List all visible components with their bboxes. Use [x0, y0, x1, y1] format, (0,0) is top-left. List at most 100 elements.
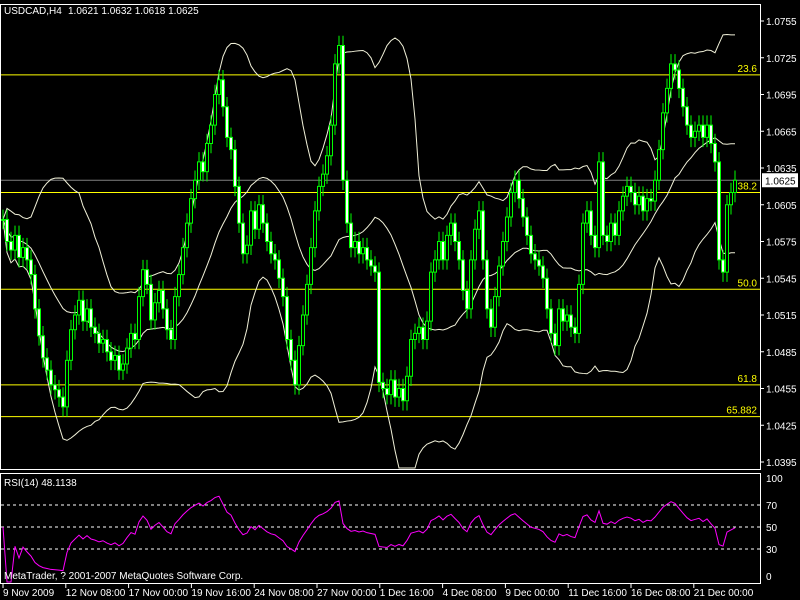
rsi-pane-frame — [0, 473, 761, 584]
time-axis[interactable]: 9 Nov 2009 12 Nov 08:00 17 Nov 00:00 19 Nov… — [2, 584, 754, 599]
time-tick-label: 11 Dec 16:00 — [568, 588, 627, 599]
candle-body — [361, 247, 365, 255]
candle-body — [629, 185, 633, 193]
candle-body — [457, 241, 461, 261]
candle-body — [293, 359, 297, 386]
candle-body — [393, 379, 397, 398]
candle-body — [509, 192, 513, 218]
candle-body — [365, 247, 369, 261]
candle-body — [305, 283, 309, 316]
candle-body — [733, 179, 737, 193]
candle-body — [433, 259, 437, 273]
candle-body — [481, 210, 485, 261]
candle-body — [421, 326, 425, 340]
candle-body — [21, 247, 25, 258]
candle-body — [661, 112, 665, 151]
candle-body — [553, 332, 557, 347]
candle-body — [201, 161, 205, 173]
candle-body — [405, 375, 409, 402]
candle-body — [713, 143, 717, 163]
time-tick-label: 9 Dec 00:00 — [505, 588, 559, 599]
candle-body — [641, 195, 645, 212]
candle-body — [81, 299, 85, 322]
candle-body — [561, 308, 565, 322]
time-tick-label: 1 Dec 16:00 — [380, 588, 434, 599]
candle-body — [525, 216, 529, 236]
price-tick-label: 1.0395 — [766, 458, 797, 469]
candle-body — [301, 314, 305, 347]
candle-body — [321, 173, 325, 187]
candle-body — [153, 302, 157, 321]
candle-body — [697, 124, 701, 132]
candle-body — [169, 329, 173, 341]
candle-body — [701, 124, 705, 138]
candle-body — [709, 124, 713, 144]
candle-body — [325, 155, 329, 175]
time-tick-label: 9 Nov 2009 — [3, 588, 55, 599]
candle-body — [221, 79, 225, 108]
candle-body — [257, 204, 261, 230]
candle-body — [297, 345, 301, 386]
candle-body — [665, 87, 669, 114]
candle-body — [309, 247, 313, 285]
candle-body — [417, 326, 421, 334]
candle-body — [501, 241, 505, 267]
candle-body — [601, 161, 605, 236]
candle-body — [189, 198, 193, 224]
candle-body — [425, 320, 429, 340]
candle-body — [41, 335, 45, 359]
ohlc-readout: 1.0621 1.0632 1.0618 1.0625 — [68, 6, 199, 17]
candle-body — [613, 222, 617, 236]
rsi-tick-label: 70 — [766, 501, 778, 512]
candle-body — [345, 179, 349, 224]
candle-body — [353, 241, 357, 249]
candle-body — [533, 253, 537, 261]
candle-body — [337, 45, 341, 65]
candle-body — [269, 241, 273, 255]
time-tick-label: 21 Dec 00:00 — [694, 588, 754, 599]
candle-body — [241, 222, 245, 255]
candle-body — [573, 326, 577, 334]
time-tick-label: 17 Nov 00:00 — [129, 588, 189, 599]
rsi-tick-label: 100 — [766, 474, 783, 485]
candle-body — [677, 69, 681, 89]
candle-body — [57, 389, 61, 398]
price-tick-label: 1.0455 — [766, 385, 797, 396]
rsi-line — [2, 495, 736, 583]
price-tick-label: 1.0665 — [766, 127, 797, 138]
band-middle — [2, 137, 735, 352]
candle-body — [621, 195, 625, 212]
candle-body — [521, 198, 525, 218]
candle-body — [9, 241, 13, 251]
symbol-label: USDCAD,H4 — [4, 6, 62, 17]
candle-body — [101, 339, 105, 344]
candle-body — [313, 210, 317, 249]
candle-body — [497, 265, 501, 298]
candle-body — [85, 308, 89, 322]
main-pane-frame — [0, 4, 761, 470]
candle-body — [581, 222, 585, 285]
candle-body — [585, 210, 589, 224]
candle-body — [409, 339, 413, 377]
candle-body — [333, 63, 337, 126]
candle-body — [77, 299, 81, 316]
candle-body — [449, 222, 453, 236]
candle-body — [657, 149, 661, 181]
rsi-tick-label: 50 — [766, 523, 778, 534]
candle-body — [385, 388, 389, 396]
candle-body — [105, 339, 109, 353]
time-tick-label: 16 Dec 08:00 — [631, 588, 691, 599]
price-axis[interactable]: 1.0755 1.0725 1.0695 1.0665 1.0635 1.0605 1.05… — [760, 17, 798, 469]
candle-body — [717, 161, 721, 261]
price-tick-label: 1.0725 — [766, 54, 797, 65]
band-lower — [2, 219, 735, 469]
candle-body — [265, 222, 269, 242]
candle-body — [109, 351, 113, 361]
candle-body — [453, 222, 457, 242]
candle-body — [633, 192, 637, 206]
candle-body — [173, 296, 177, 340]
time-tick-label: 27 Nov 00:00 — [317, 588, 377, 599]
time-tick-label: 4 Dec 08:00 — [443, 588, 497, 599]
candle-body — [341, 45, 345, 181]
